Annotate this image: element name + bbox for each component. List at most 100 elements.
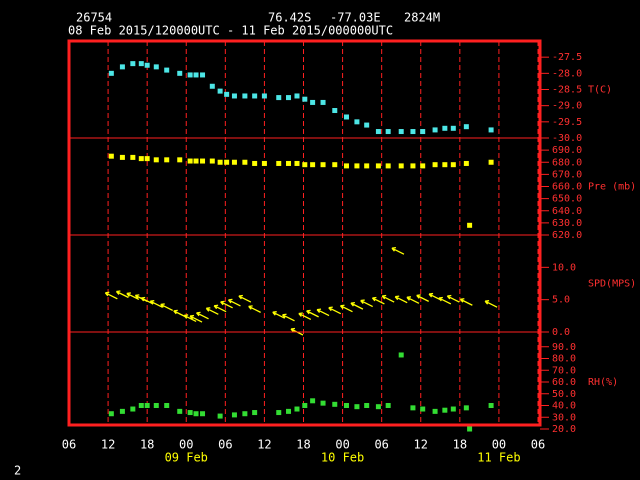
point [209, 83, 215, 89]
point [193, 158, 199, 164]
y-tick-label: 690.0 [552, 145, 582, 156]
wind-arrow [406, 296, 420, 304]
point [193, 411, 199, 417]
point [310, 398, 316, 404]
wind-arrow [328, 306, 342, 315]
y-tick-label: 630.0 [552, 218, 582, 229]
point [177, 157, 183, 163]
wind-arrow [339, 304, 353, 313]
wind-arrow [438, 296, 452, 305]
longitude: -77.03E [330, 11, 381, 25]
wind-arrow [115, 290, 129, 299]
wind-arrow [248, 305, 261, 313]
point [398, 129, 404, 135]
point [488, 127, 494, 133]
point [302, 96, 308, 102]
point [276, 95, 282, 101]
y-tick-label: 5.0 [552, 295, 570, 306]
x-tick-label: 00 [492, 438, 506, 452]
y-tick-label: -29.5 [552, 117, 582, 128]
y-tick-label: 660.0 [552, 182, 582, 193]
point [354, 119, 360, 125]
point [224, 91, 230, 97]
point [432, 162, 438, 168]
x-tick-label: 12 [414, 438, 428, 452]
point [261, 160, 267, 166]
point [432, 408, 438, 414]
x-tick-label: 06 [62, 438, 76, 452]
point [224, 159, 230, 165]
point [187, 72, 193, 78]
wind-arrow [416, 294, 429, 302]
wind-arrow [282, 313, 295, 322]
point [320, 99, 326, 105]
wind-arrow [306, 309, 319, 318]
x-tick-label: 12 [257, 438, 271, 452]
point [242, 159, 248, 165]
point [385, 403, 391, 408]
point [450, 125, 456, 131]
y-tick-label: 90.0 [552, 342, 576, 353]
point [343, 114, 349, 120]
panel-label: SPD(MPS) [588, 279, 636, 290]
point [217, 413, 223, 419]
point [463, 160, 469, 166]
point [164, 67, 170, 73]
point [385, 129, 391, 135]
wind-arrow [213, 304, 227, 313]
point [410, 163, 416, 169]
y-tick-label: -30.0 [552, 133, 582, 144]
point [398, 163, 404, 169]
wind-arrow [189, 314, 203, 323]
point [153, 157, 159, 163]
point [209, 158, 215, 164]
point [398, 352, 404, 358]
point [261, 93, 267, 99]
point [119, 408, 125, 414]
point [231, 159, 237, 165]
point [420, 406, 426, 412]
point [488, 403, 494, 408]
point [153, 403, 159, 408]
y-tick-label: -28.5 [552, 85, 582, 96]
wind-arrow [126, 292, 140, 301]
y-tick-label: 650.0 [552, 194, 582, 205]
y-tick-label: 30.0 [552, 412, 576, 423]
wind-arrow [149, 300, 163, 308]
frame [67, 39, 542, 427]
point [364, 122, 370, 128]
point [130, 61, 136, 67]
point [332, 401, 338, 407]
wind-arrow [350, 301, 364, 310]
wind-arrow [394, 295, 408, 304]
wind-arrow [459, 298, 473, 306]
y-tick-label: 40.0 [552, 401, 576, 412]
y-tick-label: 10.0 [552, 262, 576, 273]
point [119, 64, 125, 70]
wind-arrow [446, 294, 460, 303]
point [420, 129, 426, 135]
wind-arrow [196, 311, 209, 320]
wind-arrow [371, 296, 385, 305]
point [193, 72, 199, 78]
point [108, 70, 114, 76]
wind-arrow [220, 300, 233, 309]
point [177, 408, 183, 414]
y-tick-label: -28.0 [552, 68, 582, 79]
y-tick-label: -27.5 [552, 52, 582, 63]
point [420, 163, 426, 169]
y-tick-label: 640.0 [552, 206, 582, 217]
point [294, 160, 300, 166]
elevation: 2824M [404, 11, 440, 25]
point [354, 404, 360, 410]
point [332, 108, 338, 114]
wind-arrow [272, 311, 286, 319]
wind-arrow [183, 314, 197, 323]
point [144, 403, 150, 408]
point [286, 408, 292, 414]
point [320, 162, 326, 168]
date-label: 09 Feb [165, 451, 208, 465]
y-tick-label: 0.0 [552, 327, 570, 338]
point [153, 64, 159, 70]
panel-label: RH(%) [588, 377, 618, 388]
